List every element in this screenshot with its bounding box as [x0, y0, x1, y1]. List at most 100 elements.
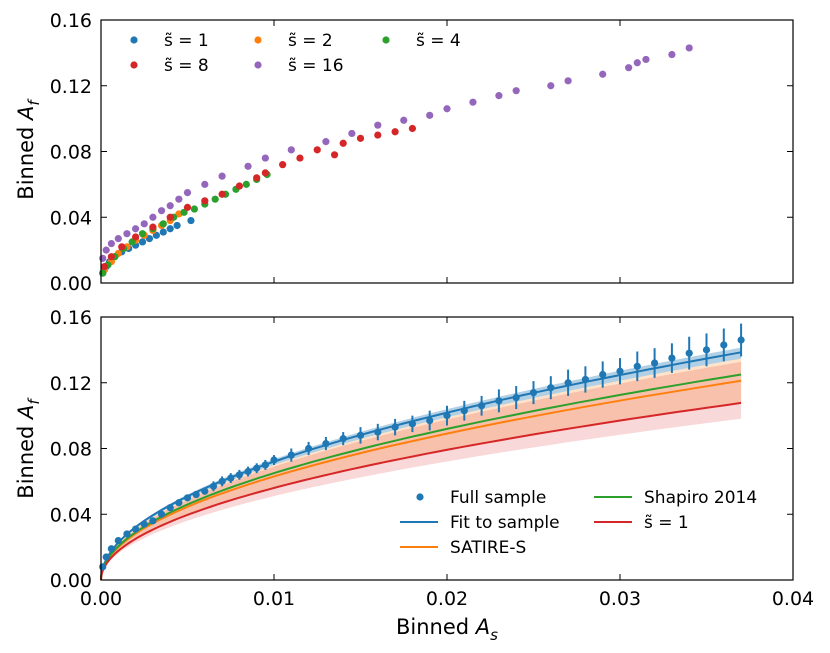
top-point-s4: [107, 239, 115, 248]
top-point-s3: [374, 131, 382, 139]
top-ytick-label: 0.12: [50, 76, 92, 98]
top-ylabel-sub: f: [25, 98, 43, 106]
top-point-s3: [107, 253, 115, 261]
top-legend-label: s̃ = 16: [288, 56, 344, 76]
top-point-s3: [296, 154, 304, 162]
top-point-s3: [313, 146, 321, 154]
sample-point: [356, 431, 365, 439]
sample-point: [218, 477, 226, 485]
bottom-legend-marker: [416, 493, 424, 501]
bottom-ytick-labels: 0.00 0.04 0.08 0.12 0.16: [50, 307, 92, 592]
top-point-s4: [201, 180, 209, 188]
bottom-ytick-label: 0.08: [50, 439, 92, 461]
top-point-s4: [175, 195, 183, 203]
xtick-label: 0.00: [80, 588, 122, 610]
top-legend-marker: [254, 36, 262, 44]
top-point-s4: [99, 254, 107, 262]
sample-point: [261, 461, 269, 469]
top-point-s3: [149, 223, 157, 231]
sample-point: [244, 467, 252, 476]
sample-point: [374, 428, 382, 436]
top-point-s4: [564, 77, 572, 85]
top-point-s4: [599, 70, 607, 78]
top-point-s4: [495, 92, 503, 100]
sample-point: [157, 510, 166, 518]
top-point-s4: [512, 87, 520, 95]
bottom-bands: [101, 347, 742, 580]
sample-point: [140, 520, 148, 528]
top-point-s2: [211, 195, 219, 203]
top-point-s3: [100, 262, 109, 271]
top-point-s2: [159, 220, 167, 228]
bottom-legend: Full sample Fit to sample SATIRE-S Shapiro …: [400, 488, 757, 558]
top-point-s3: [339, 139, 347, 147]
top-legend-marker: [130, 36, 138, 44]
top-points: [99, 44, 693, 277]
top-point-s4: [114, 235, 122, 243]
top-point-s3: [356, 134, 365, 142]
top-point-s4: [668, 50, 676, 59]
top-point-s3: [391, 128, 399, 136]
top-point-s4: [140, 220, 148, 228]
sample-point: [183, 494, 192, 502]
top-ytick-labels: 0.00 0.04 0.08 0.12 0.16: [50, 10, 92, 295]
curve-band-1: [101, 358, 742, 580]
sample-point: [166, 504, 174, 512]
top-legend-label: s̃ = 2: [288, 31, 333, 51]
top-legend: s̃ = 1 s̃ = 2 s̃ = 4 s̃ = 8 s̃ = 16: [130, 31, 461, 76]
sample-point: [529, 389, 538, 397]
sample-point: [633, 362, 641, 370]
top-ylabel-main: Binned: [14, 120, 38, 200]
curve-band-3: [101, 361, 742, 580]
sample-point: [287, 451, 295, 459]
top-point-s4: [374, 121, 382, 129]
top-point-s3: [201, 197, 209, 205]
top-point-s4: [443, 105, 451, 113]
top-legend-marker: [382, 36, 390, 44]
top-point-s4: [400, 116, 408, 124]
top-point-s4: [183, 188, 192, 197]
curve-line-2: [100, 373, 742, 581]
top-legend-marker: [130, 61, 138, 69]
sample-point: [99, 563, 107, 571]
top-point-s3: [408, 124, 416, 133]
top-point-s4: [102, 246, 110, 254]
top-point-s2: [190, 205, 199, 213]
sample-point: [339, 435, 347, 443]
bottom-ytick-label: 0.04: [50, 504, 92, 526]
sample-point: [685, 349, 693, 357]
top-point-s4: [469, 98, 477, 106]
top-ytick-label: 0.08: [50, 142, 92, 164]
top-ytick-label: 0.04: [50, 207, 92, 229]
top-legend-label: s̃ = 4: [416, 31, 461, 51]
top-point-s4: [685, 44, 693, 52]
sample-point: [305, 444, 313, 453]
top-point-s4: [166, 202, 174, 210]
top-point-s4: [149, 213, 157, 221]
top-point-s4: [625, 64, 633, 72]
top-point-s0: [159, 228, 167, 236]
sample-point: [460, 407, 468, 415]
sample-point: [270, 456, 278, 464]
sample-point: [253, 464, 261, 472]
top-point-s0: [166, 225, 174, 233]
top-point-s3: [235, 182, 243, 190]
sample-point: [102, 553, 110, 561]
bottom-ytick-label: 0.12: [50, 373, 92, 395]
top-point-s0: [145, 235, 154, 243]
top-point-s4: [157, 207, 166, 215]
top-point-s4: [123, 230, 131, 238]
top-point-s3: [166, 213, 174, 221]
top-ticks: [100, 19, 794, 284]
sample-point: [651, 359, 659, 367]
bottom-legend-label: Fit to sample: [450, 513, 560, 533]
xtick-label: 0.03: [599, 588, 641, 610]
xlabel-main: Binned: [396, 615, 476, 639]
sample-point: [114, 536, 122, 545]
bottom-ylabel-sub: f: [25, 397, 43, 405]
sample-point: [547, 384, 555, 392]
bottom-panel: 0.000.040.080.120.16 0.00 0.01 0.02 0.03 0.0…: [14, 307, 814, 644]
top-point-s3: [183, 203, 192, 211]
sample-point: [512, 393, 520, 402]
